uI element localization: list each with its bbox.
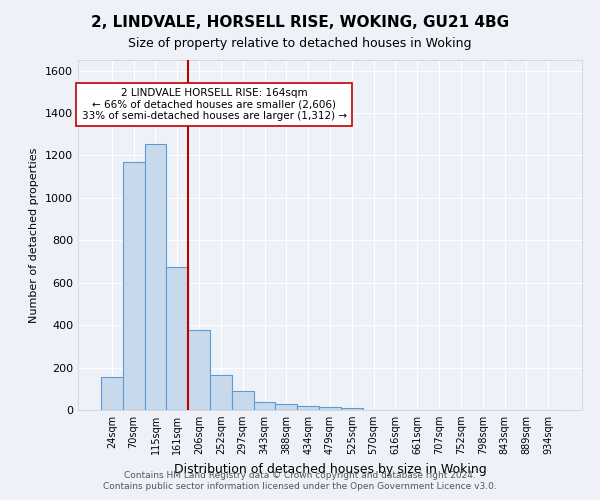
Bar [254,402,275,410]
Bar [297,406,319,410]
Y-axis label: Number of detached properties: Number of detached properties [29,148,40,322]
Text: Size of property relative to detached houses in Woking: Size of property relative to detached ho… [128,38,472,51]
X-axis label: Distribution of detached houses by size in Woking: Distribution of detached houses by size … [173,462,487,475]
Bar [188,330,210,410]
Bar [123,162,145,410]
Bar [319,407,341,410]
Bar [166,267,188,410]
Text: 2, LINDVALE, HORSELL RISE, WOKING, GU21 4BG: 2, LINDVALE, HORSELL RISE, WOKING, GU21 … [91,15,509,30]
Bar [341,408,363,410]
Bar [101,377,123,410]
Text: Contains public sector information licensed under the Open Government Licence v3: Contains public sector information licen… [103,482,497,491]
Bar [210,375,232,410]
Text: Contains HM Land Registry data © Crown copyright and database right 2024.: Contains HM Land Registry data © Crown c… [124,470,476,480]
Text: 2 LINDVALE HORSELL RISE: 164sqm
← 66% of detached houses are smaller (2,606)
33%: 2 LINDVALE HORSELL RISE: 164sqm ← 66% of… [82,88,347,121]
Bar [145,144,166,410]
Bar [232,392,254,410]
Bar [275,404,297,410]
